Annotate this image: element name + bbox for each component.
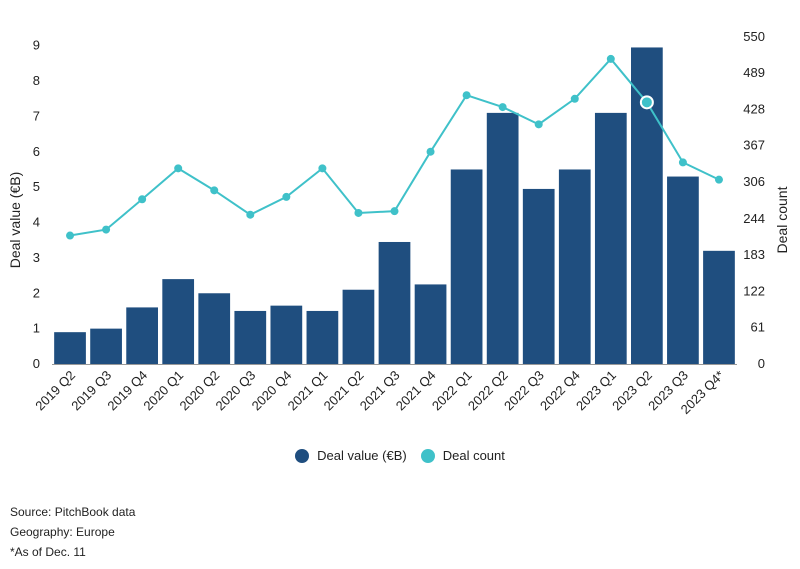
y2-tick-label: 306 xyxy=(743,174,765,189)
bar-series xyxy=(54,47,735,364)
line-point xyxy=(66,231,75,240)
line-point xyxy=(102,225,111,234)
y2-tick-label: 0 xyxy=(758,356,765,371)
y-tick-label: 1 xyxy=(33,321,40,336)
geography-note: Geography: Europe xyxy=(10,525,115,539)
bar xyxy=(594,112,627,364)
bar xyxy=(667,176,699,364)
bar xyxy=(126,307,158,364)
y2-tick-label: 367 xyxy=(743,138,765,153)
legend: Deal value (€B) Deal count xyxy=(0,448,800,463)
line-point xyxy=(678,158,687,167)
line-point xyxy=(246,210,255,219)
y2-tick-label: 122 xyxy=(743,283,765,298)
bar xyxy=(198,293,231,364)
bar xyxy=(703,250,735,364)
y-tick-label: 7 xyxy=(33,108,40,123)
bar xyxy=(90,328,122,364)
bar xyxy=(450,169,483,364)
line-point xyxy=(714,175,723,184)
y2-tick-label: 550 xyxy=(743,29,765,44)
bar xyxy=(342,289,375,364)
y-tick-label: 6 xyxy=(33,144,40,159)
legend-label-deal-value: Deal value (€B) xyxy=(317,448,407,463)
bar xyxy=(270,305,303,364)
y2-axis-title: Deal count xyxy=(774,186,790,253)
bar xyxy=(558,169,591,364)
left-axis-ticks: 0 1 2 3 4 5 6 7 8 9 xyxy=(33,38,40,371)
bar xyxy=(162,279,195,364)
line-point xyxy=(570,94,579,103)
as-of-note: *As of Dec. 11 xyxy=(10,545,86,559)
y2-tick-label: 244 xyxy=(743,211,765,226)
y2-tick-label: 428 xyxy=(743,101,765,116)
bar xyxy=(631,47,663,364)
line-point xyxy=(318,164,327,173)
right-axis-ticks: 0 61 122 183 244 306 367 428 489 550 xyxy=(743,29,765,371)
legend-item-deal-count[interactable]: Deal count xyxy=(420,448,505,463)
line-point-highlight xyxy=(639,95,654,110)
y2-tick-label: 183 xyxy=(743,247,765,262)
footnotes: Source: PitchBook data Geography: Europe… xyxy=(10,502,135,562)
bar xyxy=(522,188,555,364)
line-point xyxy=(534,120,543,129)
line-point xyxy=(498,103,507,112)
line-point xyxy=(390,207,399,216)
y-tick-label: 4 xyxy=(33,215,40,230)
line-point xyxy=(138,195,147,204)
legend-swatch-deal-value xyxy=(295,448,310,463)
chart-svg: 0 1 2 3 4 5 6 7 8 9 0 61 122 183 244 306 367 428 489 550 2… xyxy=(7,29,790,417)
y-tick-label: 2 xyxy=(33,285,40,300)
line-point xyxy=(354,208,363,217)
bar xyxy=(306,310,339,364)
y-tick-label: 8 xyxy=(33,73,40,88)
bar xyxy=(378,241,411,364)
bar xyxy=(234,310,267,364)
bar xyxy=(414,284,447,364)
line-point xyxy=(210,186,219,195)
legend-item-deal-value[interactable]: Deal value (€B) xyxy=(295,448,407,463)
legend-label-deal-count: Deal count xyxy=(442,448,505,463)
line-point xyxy=(426,147,435,156)
y-axis-title: Deal value (€B) xyxy=(7,172,23,269)
y-tick-label: 0 xyxy=(33,356,40,371)
y-tick-label: 9 xyxy=(33,38,40,53)
line-point xyxy=(174,164,183,173)
y2-tick-label: 61 xyxy=(751,320,765,335)
legend-swatch-deal-count xyxy=(420,448,435,463)
y-tick-label: 5 xyxy=(33,179,40,194)
line-series xyxy=(66,54,723,240)
line-point xyxy=(282,192,291,201)
bar xyxy=(486,112,519,364)
source-note: Source: PitchBook data xyxy=(10,505,136,519)
line-point xyxy=(462,91,471,100)
y-tick-label: 3 xyxy=(33,250,40,265)
bar xyxy=(54,332,86,364)
line-point xyxy=(606,54,615,63)
y2-tick-label: 489 xyxy=(743,65,765,80)
